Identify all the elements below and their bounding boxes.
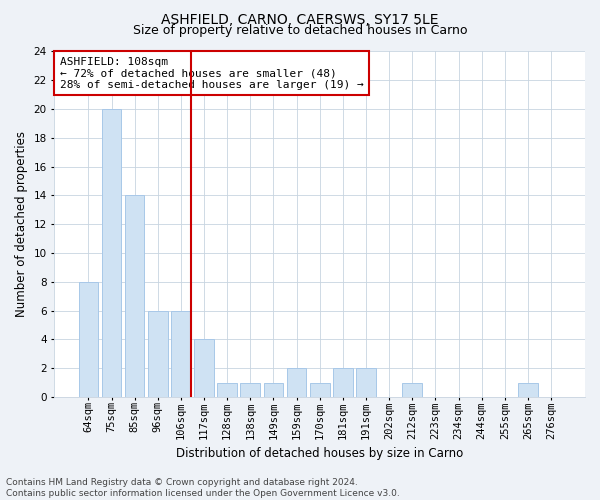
X-axis label: Distribution of detached houses by size in Carno: Distribution of detached houses by size … bbox=[176, 447, 463, 460]
Text: Size of property relative to detached houses in Carno: Size of property relative to detached ho… bbox=[133, 24, 467, 37]
Text: ASHFIELD: 108sqm
← 72% of detached houses are smaller (48)
28% of semi-detached : ASHFIELD: 108sqm ← 72% of detached house… bbox=[60, 56, 364, 90]
Bar bbox=[148, 310, 167, 397]
Y-axis label: Number of detached properties: Number of detached properties bbox=[15, 131, 28, 317]
Text: Contains HM Land Registry data © Crown copyright and database right 2024.
Contai: Contains HM Land Registry data © Crown c… bbox=[6, 478, 400, 498]
Bar bbox=[79, 282, 98, 397]
Bar bbox=[518, 382, 538, 397]
Bar bbox=[403, 382, 422, 397]
Bar bbox=[263, 382, 283, 397]
Bar bbox=[310, 382, 329, 397]
Text: ASHFIELD, CARNO, CAERSWS, SY17 5LE: ASHFIELD, CARNO, CAERSWS, SY17 5LE bbox=[161, 12, 439, 26]
Bar bbox=[171, 310, 191, 397]
Bar bbox=[287, 368, 307, 397]
Bar bbox=[356, 368, 376, 397]
Bar bbox=[194, 340, 214, 397]
Bar bbox=[217, 382, 237, 397]
Bar bbox=[101, 109, 121, 397]
Bar bbox=[125, 196, 145, 397]
Bar bbox=[333, 368, 353, 397]
Bar bbox=[241, 382, 260, 397]
